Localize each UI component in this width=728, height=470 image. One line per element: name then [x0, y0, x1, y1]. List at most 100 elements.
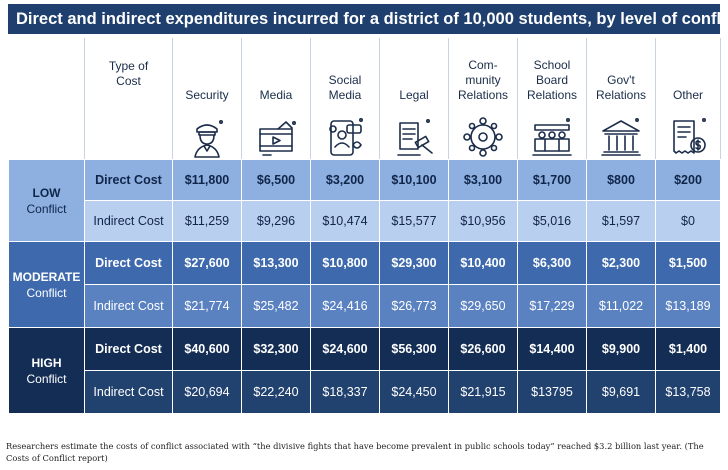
cost-value-cell: $10,474 [310, 200, 380, 242]
cost-value-cell: $10,800 [310, 241, 380, 285]
cost-value-cell: $32,300 [241, 327, 311, 371]
cost-value-cell: $21,915 [448, 370, 518, 414]
column-label-line: Media [328, 88, 362, 102]
cost-value-cell: $800 [586, 159, 656, 201]
community-network-icon [449, 115, 517, 159]
conflict-level-cell: LOW Conflict [8, 159, 85, 242]
cost-type-label: Direct Cost [84, 241, 173, 285]
cost-value-cell: $56,300 [379, 327, 449, 371]
cost-value-cell: $13,189 [655, 284, 721, 328]
cost-value-cell: $21,774 [172, 284, 242, 328]
column-header-row: Type of Cost Security Media Social Media Leg… [8, 38, 721, 160]
cost-value-cell: $11,800 [172, 159, 242, 201]
cost-type-label: Direct Cost [84, 159, 173, 201]
cost-value-cell: $17,229 [517, 284, 587, 328]
cost-value-cell: $9,296 [241, 200, 311, 242]
cost-value-cell: $11,022 [586, 284, 656, 328]
cost-value-cell: $15,577 [379, 200, 449, 242]
column-label-line: Relations [595, 88, 647, 102]
cost-value-cell: $24,450 [379, 370, 449, 414]
column-label: Social Media [311, 39, 379, 103]
chart-title: Direct and indirect expenditures incurre… [8, 4, 728, 34]
conflict-level-sub: Conflict [26, 201, 67, 216]
conflict-level-name: LOW [32, 185, 61, 200]
table-row: HIGH Conflict Direct Cost $40,600 $32,300 $24… [8, 327, 721, 414]
column-header: Gov't Relations [586, 38, 656, 160]
school-board-icon [518, 115, 586, 159]
cost-value-cell: $13,300 [241, 241, 311, 285]
column-header: School Board Relations [517, 38, 587, 160]
cost-value-cell: $1,500 [655, 241, 721, 285]
cost-value-cell: $22,240 [241, 370, 311, 414]
media-film-icon [242, 115, 310, 159]
cost-value-cell: $1,597 [586, 200, 656, 242]
column-label-line: Com- [468, 58, 498, 72]
cost-type-label: Indirect Cost [84, 370, 173, 414]
cost-value-cell: $200 [655, 159, 721, 201]
cost-value-cell: $29,300 [379, 241, 449, 285]
cost-value-cell: $18,337 [310, 370, 380, 414]
conflict-level-name: MODERATE [12, 269, 81, 284]
cost-value-cell: $27,600 [172, 241, 242, 285]
cost-value-cell: $10,956 [448, 200, 518, 242]
cost-value-cell: $5,016 [517, 200, 587, 242]
cost-value-cell: $3,200 [310, 159, 380, 201]
conflict-level-name: HIGH [31, 355, 62, 370]
column-label-line: Relations [526, 88, 578, 102]
table-row: Indirect Cost $20,694 $22,240 $18,337 $24,45… [9, 370, 721, 414]
conflict-level-sub: Conflict [26, 285, 67, 300]
cost-value-cell: $24,416 [310, 284, 380, 328]
type-of-cost-header: Type of Cost [84, 38, 173, 160]
type-header-line: Type of [108, 59, 149, 73]
cost-value-cell: $24,600 [310, 327, 380, 371]
column-header: Com-munity Relations [448, 38, 518, 160]
table-row: Indirect Cost $11,259 $9,296 $10,474 $15,577… [9, 200, 721, 242]
table-row: MODERATE Conflict Direct Cost $27,600 $13,30… [8, 241, 721, 328]
column-label-line: Legal [399, 88, 429, 102]
cost-value-cell: $3,100 [448, 159, 518, 201]
cost-value-cell: $40,600 [172, 327, 242, 371]
column-label-line: Media [259, 88, 293, 102]
cost-value-cell: $10,100 [379, 159, 449, 201]
conflict-level-sub: Conflict [26, 371, 67, 386]
cost-type-label: Indirect Cost [84, 284, 173, 328]
type-header-line: Cost [116, 74, 141, 88]
cost-value-cell: $9,900 [586, 327, 656, 371]
column-label: Legal [380, 39, 448, 103]
column-header: Media [241, 38, 311, 160]
cost-value-cell: $25,482 [241, 284, 311, 328]
cost-value-cell: $20,694 [172, 370, 242, 414]
cost-value-cell: $1,700 [517, 159, 587, 201]
legal-gavel-icon [380, 115, 448, 159]
receipt-icon [656, 115, 720, 159]
column-label-line: Gov't [607, 73, 635, 87]
column-label-line: Social [328, 73, 362, 87]
conflict-level-cell: HIGH Conflict [8, 327, 85, 414]
corner-cell [8, 38, 85, 160]
cost-value-cell: $29,650 [448, 284, 518, 328]
column-header: Social Media [310, 38, 380, 160]
cost-value-cell: $9,691 [586, 370, 656, 414]
conflict-level-cell: MODERATE Conflict [8, 241, 85, 328]
cost-table: Type of Cost Security Media Social Media Leg… [8, 38, 721, 414]
column-header: Legal [379, 38, 449, 160]
table-row: LOW Conflict Direct Cost $11,800 $6,500 $3,20… [8, 159, 721, 242]
column-label-line: Board [535, 73, 569, 87]
social-media-icon [311, 115, 379, 159]
cost-value-cell: $1,400 [655, 327, 721, 371]
column-label-line: School [533, 58, 571, 72]
cost-value-cell: $26,600 [448, 327, 518, 371]
column-label: Other [656, 39, 720, 103]
column-label: Com-munity Relations [449, 39, 517, 103]
cost-type-label: Indirect Cost [84, 200, 173, 242]
column-label: Security [173, 39, 241, 103]
column-label: Media [242, 39, 310, 103]
cost-value-cell: $11,259 [172, 200, 242, 242]
column-label-line: Other [672, 88, 703, 102]
column-header: Security [172, 38, 242, 160]
government-building-icon [587, 115, 655, 159]
cost-value-cell: $13,758 [655, 370, 721, 414]
cost-value-cell: $10,400 [448, 241, 518, 285]
security-guard-icon [173, 115, 241, 159]
table-row: Indirect Cost $21,774 $25,482 $24,416 $26,77… [9, 284, 721, 328]
